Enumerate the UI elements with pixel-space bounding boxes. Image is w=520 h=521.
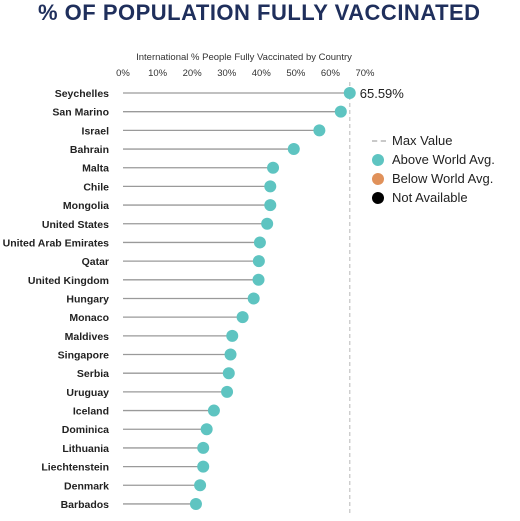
lollipop-row: Israel (82, 124, 326, 137)
lollipop-row: San Marino (52, 105, 347, 119)
x-tick-label: 20% (183, 68, 203, 79)
lollipop-row: Malta (82, 161, 280, 175)
country-label: Malta (82, 163, 109, 175)
max-value-label: 65.59% (360, 86, 405, 101)
country-label: Maldives (65, 331, 110, 343)
lollipop-row: Maldives (65, 329, 239, 343)
x-axis-ticks: 0% 10% 20% 30% 40% 50% 60% 70% (116, 68, 375, 79)
lollipop-row: Qatar (82, 255, 265, 268)
page-title: % OF POPULATION FULLY VACCINATED (38, 0, 481, 25)
lollipop-dot (189, 497, 202, 510)
lollipop-dot (253, 236, 266, 249)
x-tick-label: 50% (286, 68, 306, 79)
legend-label-not-available: Not Available (392, 190, 468, 205)
x-tick-label: 30% (217, 68, 237, 79)
lollipop-dot (252, 255, 265, 268)
lollipop-row: Hungary (66, 292, 260, 305)
legend-item-max: Max Value (372, 131, 495, 150)
chart-legend: Max Value Above World Avg. Below World A… (372, 131, 495, 207)
x-tick-label: 10% (148, 68, 168, 79)
lollipop-dot (207, 404, 220, 417)
country-label: United Arab Emirates (3, 237, 110, 249)
lollipop-row: Monaco (69, 311, 249, 324)
lollipop-dot (264, 199, 277, 212)
lollipop-dot (343, 87, 356, 99)
country-label: San Marino (52, 107, 109, 119)
lollipop-row: Chile (83, 180, 277, 193)
lollipop-dot (247, 292, 260, 305)
dashed-line-icon (372, 139, 386, 142)
country-label: Liechtenstein (41, 462, 109, 474)
lollipop-row: Mongolia (63, 199, 277, 212)
legend-label-above: Above World Avg. (392, 152, 495, 167)
legend-item-above: Above World Avg. (372, 150, 495, 169)
lollipop-dot (222, 367, 235, 380)
country-label: Seychelles (55, 88, 109, 100)
lollipop-dot (267, 161, 280, 174)
country-label: Lithuania (62, 443, 109, 455)
country-label: Barbados (61, 499, 110, 511)
lollipop-row: Singapore (58, 348, 237, 362)
country-label: United States (42, 219, 109, 231)
x-tick-label: 40% (252, 68, 272, 79)
country-label: Iceland (73, 406, 109, 418)
lollipop-row: United Kingdom (28, 273, 265, 287)
lollipop-dot (261, 217, 274, 230)
country-label: Serbia (77, 368, 109, 380)
country-label: Monaco (69, 312, 109, 324)
legend-item-not-available: Not Available (372, 188, 495, 207)
lollipop-row: Liechtenstein (41, 460, 210, 474)
lollipop-dot (224, 348, 237, 361)
teal-dot-icon (372, 153, 384, 166)
lollipop-dot (264, 180, 277, 193)
lollipop-row: Uruguay (66, 385, 234, 399)
lollipop-row: Barbados (61, 497, 202, 511)
lollipop-dot (252, 273, 265, 286)
lollipop-row: Dominica (62, 423, 213, 436)
lollipop-dot (197, 441, 210, 454)
lollipop-dot (221, 385, 234, 398)
country-label: Qatar (82, 256, 109, 268)
country-label: Dominica (62, 424, 109, 436)
lollipop-dot (194, 479, 207, 492)
lollipop-row: Serbia (77, 367, 235, 380)
lollipop-row: Bahrain (70, 143, 300, 156)
country-label: Chile (83, 181, 109, 193)
legend-label-below: Below World Avg. (392, 171, 494, 186)
country-label: United Kingdom (28, 275, 109, 287)
lollipop-dot (197, 460, 210, 473)
lollipop-dot (200, 423, 213, 436)
chart-rows: Seychelles San Marino Israel Bahrain Malta Ch… (3, 87, 356, 511)
country-label: Israel (82, 125, 110, 137)
x-tick-label: 60% (321, 68, 341, 79)
country-label: Hungary (66, 293, 109, 305)
country-label: Bahrain (70, 144, 109, 156)
legend-label-max: Max Value (392, 133, 453, 148)
orange-dot-icon (372, 172, 384, 185)
lollipop-row: Iceland (73, 404, 220, 418)
lollipop-row: United States (42, 217, 274, 231)
lollipop-dot (287, 143, 300, 156)
lollipop-dot (236, 311, 249, 324)
x-tick-label: 70% (355, 68, 375, 79)
black-dot-icon (372, 191, 384, 204)
lollipop-dot (334, 105, 347, 118)
country-label: Mongolia (63, 200, 109, 212)
country-label: Uruguay (66, 387, 109, 399)
lollipop-dot (226, 329, 239, 342)
lollipop-row: United Arab Emirates (3, 236, 266, 249)
lollipop-row: Denmark (64, 479, 207, 492)
country-label: Singapore (58, 350, 110, 362)
chart-title: International % People Fully Vaccinated … (136, 52, 352, 63)
x-tick-label: 0% (116, 68, 130, 79)
country-label: Denmark (64, 480, 109, 492)
lollipop-dot (313, 124, 326, 137)
lollipop-row: Seychelles (55, 87, 356, 100)
legend-item-below: Below World Avg. (372, 169, 495, 188)
lollipop-row: Lithuania (62, 441, 210, 455)
